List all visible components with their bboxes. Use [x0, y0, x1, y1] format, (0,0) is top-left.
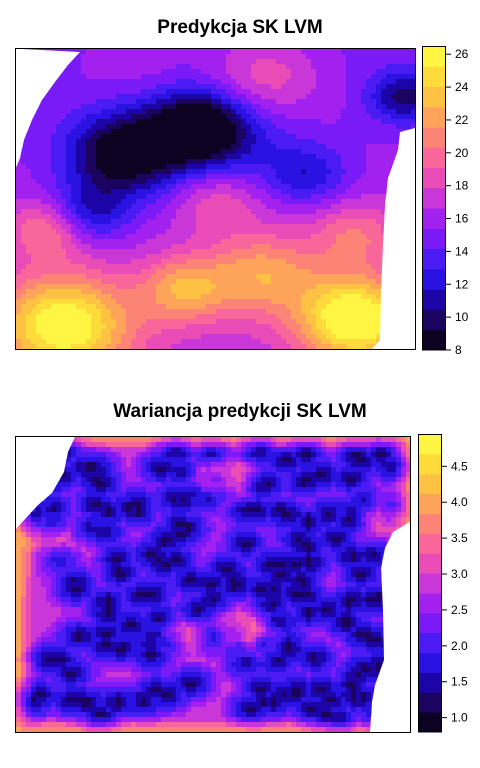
legend-swatch [422, 309, 446, 331]
legend-swatch [422, 187, 446, 209]
legend-swatch [422, 147, 446, 169]
legend-tick-label: 3.0 [451, 567, 468, 581]
chart-title: Wariancja predykcji SK LVM [113, 401, 366, 422]
legend-swatch [422, 127, 446, 148]
legend-swatch [422, 248, 446, 270]
legend-frame [418, 434, 442, 732]
legend-tick-label: 20 [455, 146, 469, 160]
legend-tick-label: 1.0 [451, 711, 468, 725]
panel-prediction: Predykcja SK LVM 8 10 12 14 16 18 20 22 24 26 [15, 17, 469, 357]
legend-swatch [422, 208, 446, 229]
legend-frame [422, 46, 446, 350]
legend-swatch [418, 473, 442, 495]
legend-tick-label: 24 [455, 80, 469, 94]
legend-swatch [418, 592, 442, 614]
legend-swatch [418, 712, 442, 733]
color-legend: 1.0 1.5 2.0 2.5 3.0 3.5 4.0 4.5 [418, 434, 468, 733]
legend-tick-label: 4.0 [451, 495, 468, 509]
legend-tick-label: 18 [455, 179, 469, 193]
legend-swatch [418, 434, 442, 455]
legend-swatch [418, 453, 442, 475]
legend-swatch [418, 652, 442, 673]
legend-tick-label: 2.0 [451, 639, 468, 653]
legend-tick-label: 26 [455, 47, 469, 61]
legend-swatch [422, 86, 446, 108]
legend-tick-label: 12 [455, 277, 469, 291]
legend-swatch [418, 632, 442, 654]
legend-swatch [422, 46, 446, 67]
legend-swatch [418, 533, 442, 554]
legend-swatch [422, 228, 446, 250]
legend-swatch [418, 692, 442, 713]
legend-swatch [418, 493, 442, 514]
heatmap-surface [16, 437, 410, 732]
plot-frame [15, 48, 416, 350]
legend-swatch [422, 66, 446, 88]
legend-tick-label: 1.5 [451, 675, 468, 689]
plot-frame [15, 436, 411, 733]
legend-swatch [422, 268, 446, 290]
legend-swatch [418, 513, 442, 534]
legend-tick-label: 10 [455, 310, 469, 324]
chart-title: Predykcja SK LVM [157, 17, 322, 38]
legend-tick-label: 2.5 [451, 603, 468, 617]
legend-tick-label: 14 [455, 244, 469, 258]
legend-swatch [422, 289, 446, 310]
color-legend: 8 10 12 14 16 18 20 22 24 26 [422, 46, 469, 357]
legend-swatch [418, 612, 442, 634]
legend-swatch [418, 553, 442, 574]
legend-tick-label: 8 [455, 343, 462, 357]
legend-swatch [418, 573, 442, 594]
legend-swatch [422, 106, 446, 128]
legend-swatch [422, 167, 446, 189]
legend-swatch [418, 672, 442, 693]
heatmap-surface [16, 49, 415, 349]
legend-tick-label: 16 [455, 212, 469, 226]
panel-variance: Wariancja predykcji SK LVM 1.0 1.5 2.0 2.5 3… [15, 401, 468, 733]
legend-tick-label: 3.5 [451, 531, 468, 545]
legend-swatch [422, 329, 446, 351]
legend-tick-label: 22 [455, 113, 469, 127]
legend-tick-label: 4.5 [451, 459, 468, 473]
